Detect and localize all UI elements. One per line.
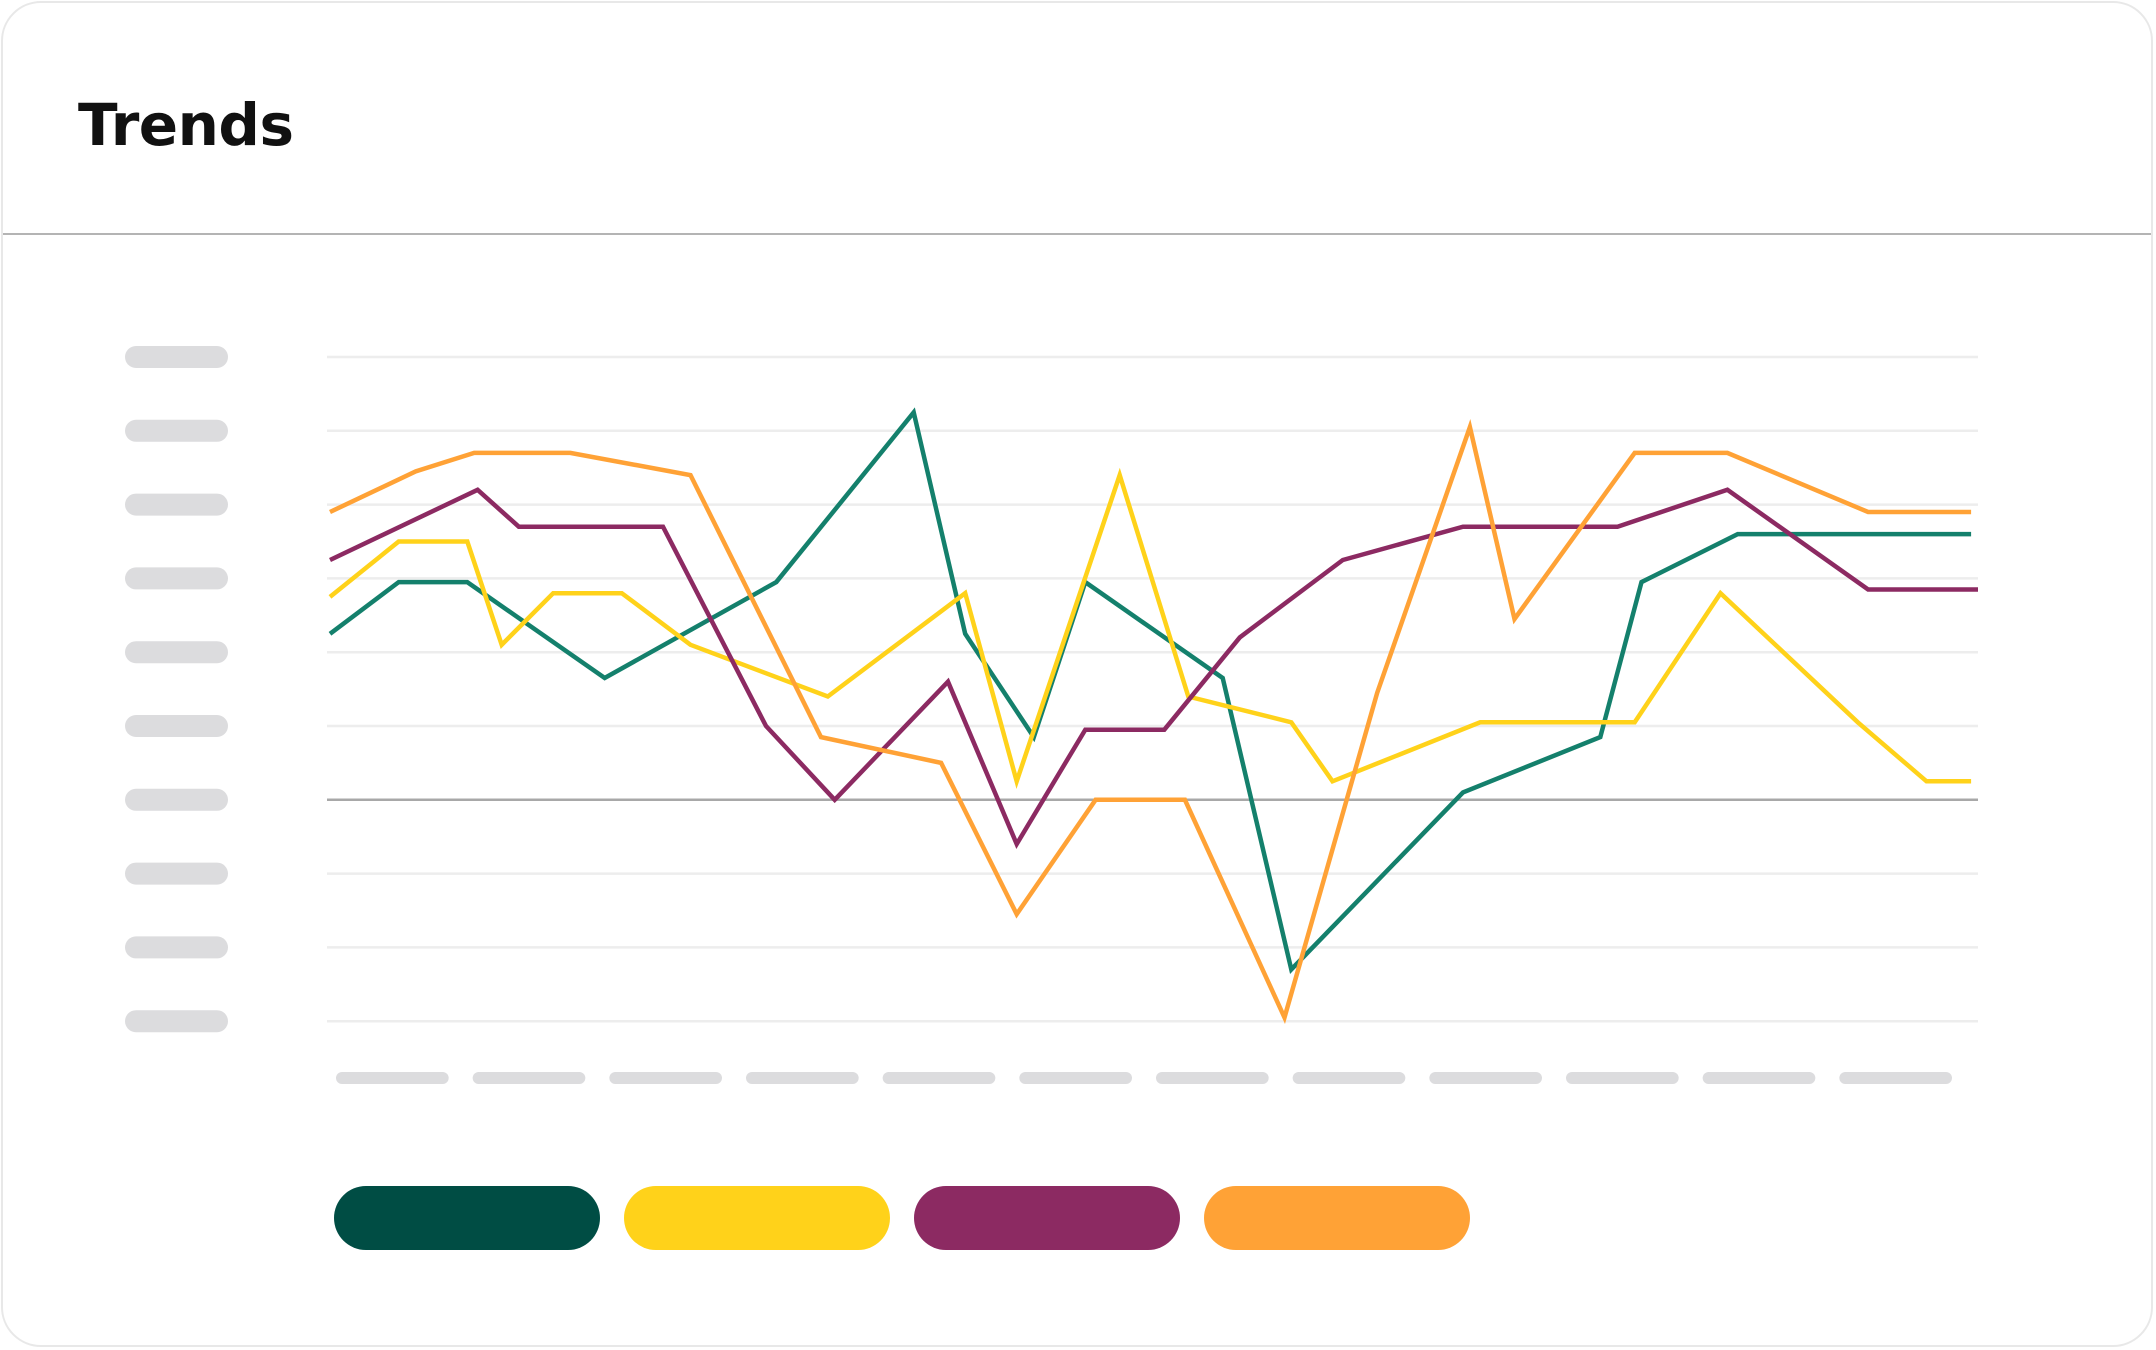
series-line-2 <box>328 467 1972 790</box>
grid-lines <box>327 355 1978 1023</box>
y-axis-tick-labels <box>125 346 228 1033</box>
series-line-3 <box>329 487 1978 850</box>
chart-title: Trends <box>78 91 294 159</box>
series-line-4 <box>329 419 1972 1024</box>
series-line-1 <box>328 407 1972 975</box>
header-divider <box>3 233 2151 235</box>
series-lines <box>328 407 1978 1024</box>
